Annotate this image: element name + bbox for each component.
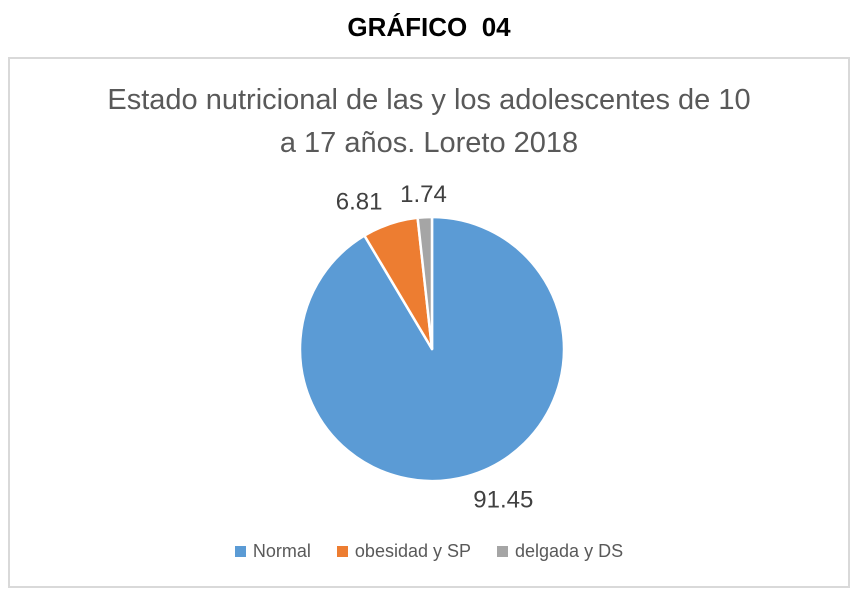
page-title: GRÁFICO 04 xyxy=(347,12,511,42)
chart-title-text: Estado nutricional de las y los adolesce… xyxy=(107,84,751,159)
legend-item-normal: Normal xyxy=(234,541,311,562)
chart-title: Estado nutricional de las y los adolesce… xyxy=(10,79,848,165)
legend-label: Normal xyxy=(252,541,311,561)
chart-legend: Normal obesidad y SP delgada y DS xyxy=(10,541,848,562)
data-label-delgada-y-ds: 1.74 xyxy=(400,181,447,208)
data-label-obesidad-y-sp: 6.81 xyxy=(336,189,383,216)
chart-frame: 91.45 6.81 1.74 Estado nutricional de las … xyxy=(8,57,850,588)
legend-label: delgada y DS xyxy=(515,541,624,561)
legend-swatch-icon xyxy=(234,546,246,557)
legend-item-obesidad-y-sp: obesidad y SP xyxy=(336,541,471,562)
pie-chart: 91.45 6.81 1.74 xyxy=(298,181,566,514)
pie-slice-delgada-y-ds xyxy=(416,215,434,351)
legend-swatch-icon xyxy=(497,546,508,557)
legend-swatch-icon xyxy=(336,546,348,557)
legend-label: obesidad y SP xyxy=(354,541,471,561)
data-label-normal: 91.45 xyxy=(473,487,533,514)
legend-item-delgada-y-ds: delgada y DS xyxy=(497,541,623,562)
